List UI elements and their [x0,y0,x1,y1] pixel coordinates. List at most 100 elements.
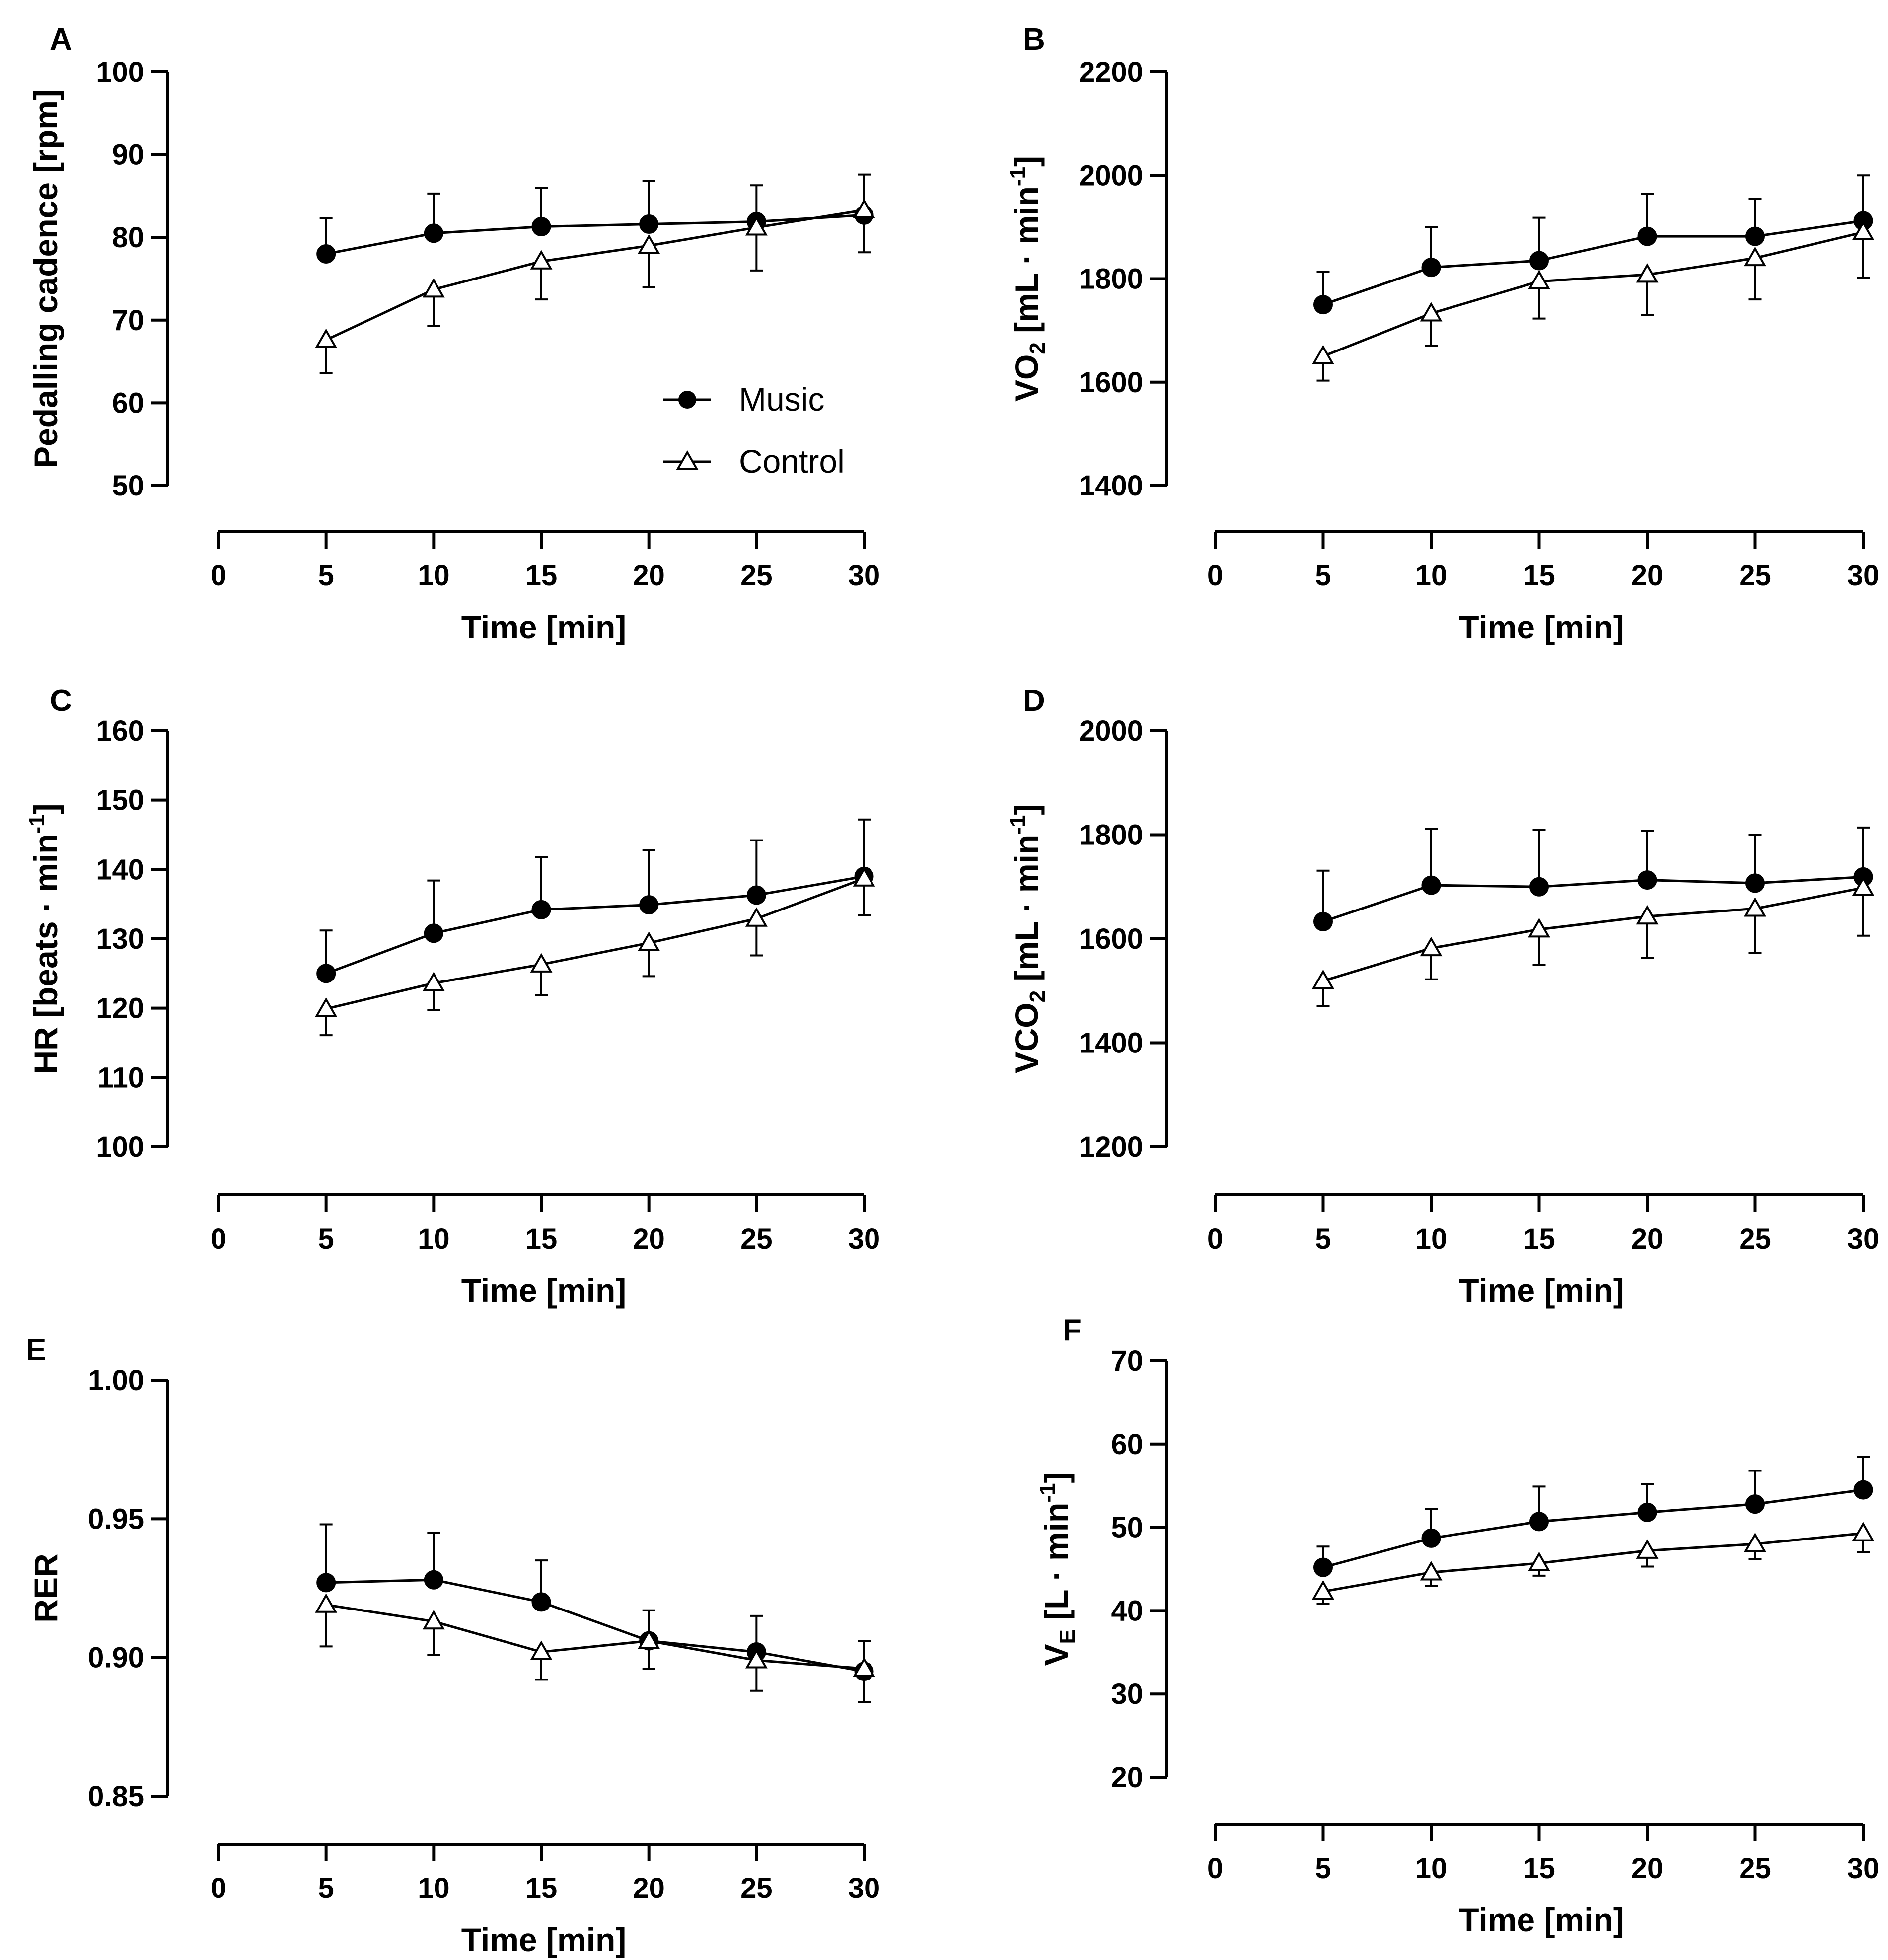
x-tick-label: 20 [1631,1852,1664,1885]
y-axis-title-sup: -1 [25,814,49,834]
x-axis-title: Time [min] [1459,1901,1624,1938]
y-axis-title-part: ] [1038,1472,1075,1483]
y-tick-label: 0.85 [88,1780,144,1813]
y-tick-label: 0.90 [88,1642,144,1674]
music-point [424,223,443,243]
y-tick-label: 40 [1111,1595,1143,1627]
control-point [1636,263,1659,283]
music-point [531,217,551,237]
control-point [1312,345,1334,364]
y-axis-title-part: V [1038,1644,1075,1666]
music-point [531,1592,551,1612]
y-axis-title-part: [mL · min [1008,186,1045,342]
x-tick-label: 15 [525,1223,558,1255]
x-tick-label: 5 [318,1223,334,1255]
y-tick-label: 1200 [1079,1131,1143,1163]
y-tick-label: 30 [1111,1678,1143,1710]
x-tick-label: 25 [740,1223,773,1255]
music-point [424,923,443,943]
music-point [1745,1494,1765,1514]
x-tick-label: 0 [211,560,226,592]
music-point [1313,295,1333,315]
x-tick-label: 20 [633,1872,665,1904]
control-point [745,1649,768,1669]
y-axis-title: VO2 [mL · min-1] [1006,156,1050,402]
control-point [530,250,553,270]
panel-label: C [50,684,72,718]
control-point [422,972,445,991]
y-axis-title-part: HR [beats · min [27,834,64,1074]
control-point [1528,1551,1550,1572]
panel-a: A 50 60 70 80 90 100 0 5 10 15 20 25 30 Time [min] Peda… [27,22,880,645]
panel-label: B [1023,22,1045,57]
y-tick-label: 1400 [1079,1027,1143,1059]
y-axis-title: Pedalling cadence [rpm] [27,89,64,468]
panel-label: F [1063,1313,1082,1347]
panel-label: A [50,22,72,57]
music-series-line [1322,219,1864,306]
x-tick-label: 20 [633,1223,665,1255]
control-series-line [1322,231,1864,358]
x-tick-label: 20 [1631,1223,1664,1255]
music-point [1745,226,1765,246]
y-axis-title-part: ] [27,803,64,814]
control-point [1636,1539,1659,1559]
control-point [853,867,875,887]
music-point [316,1573,336,1593]
y-tick-label: 160 [96,715,144,747]
control-point [315,1593,338,1613]
control-point [1744,246,1766,267]
x-tick-label: 0 [211,1872,226,1904]
y-tick-label: 70 [112,304,144,337]
legend-music-label: Music [739,381,824,418]
panel-e: E 0.85 0.90 0.95 1.00 0 5 10 15 20 25 30 Time [min] R… [26,1333,880,1958]
x-tick-label: 15 [525,1872,558,1904]
y-tick-label: 1800 [1079,819,1143,851]
control-point [1852,876,1875,896]
music-point [1637,870,1657,890]
control-point [530,953,553,973]
music-point [1637,226,1657,246]
control-series-line [326,877,865,1010]
y-tick-label: 60 [1111,1428,1143,1461]
x-tick-label: 5 [1315,1223,1331,1255]
y-axis-title-part: ] [1008,804,1045,815]
music-point [1421,258,1441,278]
control-point [638,1629,660,1649]
control-point [1420,1561,1443,1581]
y-tick-label: 90 [112,139,144,171]
control-series-line [1322,886,1864,982]
x-tick-label: 30 [1847,1223,1880,1255]
x-tick-label: 5 [1315,560,1331,592]
y-tick-label: 50 [1111,1512,1143,1544]
y-tick-label: 1800 [1079,263,1143,295]
control-point [530,1640,553,1660]
panel-label: E [26,1333,46,1367]
y-tick-label: 50 [112,470,144,502]
music-point [1637,1502,1657,1522]
control-series-line [326,1604,865,1670]
x-axis-title: Time [min] [461,1272,626,1309]
y-axis-title-sup: -1 [1006,815,1030,835]
control-point [745,907,768,927]
panel-d: D 1200 1400 1600 1800 2000 0 5 10 15 20 25 30 Time [m… [1006,684,1879,1309]
x-tick-label: 30 [1847,560,1880,592]
x-tick-label: 25 [1739,560,1771,592]
y-tick-label: 140 [96,853,144,886]
x-tick-label: 5 [1315,1852,1331,1885]
x-axis-title: Time [min] [1459,609,1624,645]
y-axis-title-sub: 2 [1025,990,1050,1002]
y-axis-title: RER [27,1553,64,1622]
music-point [1421,875,1441,895]
y-tick-label: 2200 [1079,56,1143,88]
x-tick-label: 10 [1415,560,1448,592]
music-point [639,214,659,234]
music-series-line [326,1578,865,1673]
x-tick-label: 0 [1207,1223,1223,1255]
control-point [1744,897,1766,917]
control-point [315,328,338,349]
y-axis-title-part: [mL · min [1008,835,1045,990]
control-point [853,199,875,218]
x-tick-label: 10 [418,1223,450,1255]
